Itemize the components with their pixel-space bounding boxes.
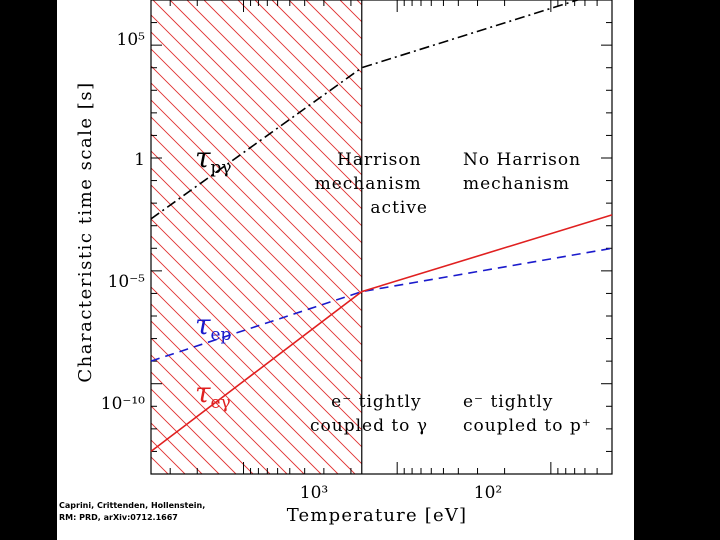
slide-background: 10⁵ 1 10⁻⁵ 10⁻¹⁰ 10³ 10² Characteristic … [57,0,634,540]
hatch-region [151,0,362,474]
y-tick-label: 10⁵ [117,30,146,50]
hatch-line [151,303,322,474]
hatch-line [151,269,356,474]
hatch-line [151,218,362,431]
axis-ticks [150,0,613,475]
hatch-line [237,0,362,125]
hatch-line [152,0,362,210]
hatch-line [203,0,362,159]
hatch-line [169,0,362,193]
series-label-tau-eg: τeγ [195,376,231,413]
hatch-line [271,0,362,91]
hatch-line [151,201,362,414]
y-tick-label: 10⁻⁵ [108,272,146,292]
hatch-line [151,184,362,397]
hatch-line [151,99,362,312]
series-line-0 [150,0,581,220]
chart: 10⁵ 1 10⁻⁵ 10⁻¹⁰ 10³ 10² Characteristic … [75,0,613,526]
plot-frame [150,0,613,475]
hatch-line [151,65,362,278]
hatch-line [151,354,271,474]
hatch-line [151,133,362,346]
series-label-tau-pg: τpγ [195,141,232,178]
annotation-harrison-active: Harrison mechanism active [315,150,428,218]
series-line-2 [150,214,613,453]
hatch-line [186,0,362,176]
annotation-no-harrison: No Harrison mechanism [463,150,587,194]
citation: Caprini, Crittenden, Hollenstein, RM: PR… [59,500,229,524]
hatch-line [151,14,362,227]
hatch-line [151,286,339,474]
y-tick-label: 1 [134,150,145,170]
hatch-line [151,167,362,380]
y-axis-label: Characteristic time scale [s] [75,81,96,382]
citation-line: RM: PRD, arXiv:0712.1667 [59,513,178,522]
hatch-line [151,116,362,329]
hatch-line [151,82,362,295]
hatch-line [151,48,362,261]
annotation-coupled-gamma: e⁻ tightly coupled to γ [310,392,428,436]
series-lines [150,0,613,453]
hatch-line [151,235,362,448]
citation-line: Caprini, Crittenden, Hollenstein, [59,501,206,510]
hatch-line [254,0,362,108]
x-tick-label: 10² [474,483,502,503]
hatch-line [151,252,362,465]
series-label-tau-ep: τep [195,308,232,345]
hatch-line [151,31,362,244]
hatch-line [151,150,362,363]
x-axis-label: Temperature [eV] [287,505,468,526]
hatch-line [151,388,237,474]
annotation-coupled-proton: e⁻ tightly coupled to p⁺ [463,392,592,436]
hatch-line [151,337,288,474]
series-line-1 [150,247,613,362]
x-tick-label: 10³ [300,483,328,503]
hatch-line [151,371,254,474]
hatch-line [220,0,362,142]
y-tick-label: 10⁻¹⁰ [101,394,145,414]
